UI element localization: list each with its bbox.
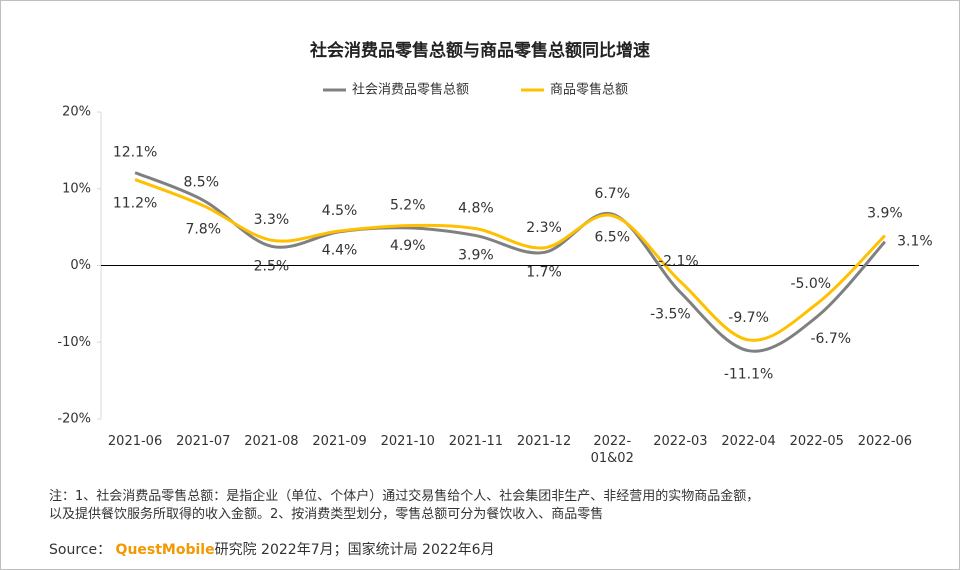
y-tick-label: -20% (57, 412, 91, 427)
x-tick-label: 2021-12 (516, 434, 572, 449)
data-label: 4.9% (390, 238, 426, 254)
data-label: 6.7% (594, 186, 630, 202)
x-tick-label: 2022-06 (857, 434, 913, 449)
data-label: -3.5% (650, 306, 691, 322)
source-brand: QuestMobile (115, 542, 215, 558)
data-label: 6.5% (594, 230, 630, 246)
x-tick-label: 2022-03 (653, 434, 708, 449)
x-tick-label: 2022-01&02 (590, 434, 634, 466)
x-tick-label: 2021-06 (107, 434, 163, 449)
source-text: 研究院 2022年7月；国家统计局 2022年6月 (214, 542, 495, 558)
source-label: Source： (49, 542, 112, 558)
chart-title: 社会消费品零售总额与商品零售总额同比增速 (309, 40, 650, 61)
data-label: -9.7% (728, 310, 769, 326)
data-label: 3.3% (254, 212, 290, 228)
data-label: 1.7% (526, 264, 562, 280)
data-label: 8.5% (183, 174, 219, 190)
note: 以及提供餐饮服务所取得的收入金额。2、按消费类型划分，零售总额可分为餐饮收入、商… (49, 507, 604, 522)
y-tick-label: 0% (70, 258, 91, 273)
data-label: -5.0% (790, 276, 831, 292)
note: 注：1、社会消费品零售总额：是指企业（单位、个体户）通过交易售给个人、社会集团非… (49, 489, 760, 504)
x-tick-label: 2021-08 (244, 434, 299, 449)
x-tick-label: 2021-09 (312, 434, 367, 449)
y-tick-label: 10% (62, 181, 91, 196)
data-label: -6.7% (810, 331, 851, 347)
data-label: 11.2% (113, 196, 157, 212)
data-label: 2.3% (526, 220, 562, 236)
x-tick-label: 2022-04 (721, 434, 776, 449)
source: Source： QuestMobile研究院 2022年7月；国家统计局 202… (49, 539, 495, 559)
legend-label: 商品零售总额 (550, 82, 628, 98)
y-tick-label: -10% (57, 335, 91, 350)
legend-label: 社会消费品零售总额 (352, 82, 469, 98)
data-label: 7.8% (185, 222, 221, 238)
data-label: 3.9% (867, 206, 903, 222)
x-tick-label: 2021-07 (176, 434, 231, 449)
data-label: 4.5% (322, 203, 358, 219)
x-tick-label: 2022-05 (789, 434, 844, 449)
x-tick-label: 2021-11 (448, 434, 504, 449)
line (134, 178, 886, 342)
data-label: 2.5% (254, 258, 290, 274)
data-label: 3.1% (897, 234, 933, 250)
data-label: 4.4% (322, 243, 358, 259)
x-tick-label: 2021-10 (380, 434, 435, 449)
data-label: 5.2% (390, 198, 426, 214)
line (134, 171, 887, 353)
data-label: 3.9% (458, 248, 494, 264)
data-label: 12.1% (113, 145, 157, 161)
data-label: -2.1% (658, 254, 699, 270)
data-label: 4.8% (458, 201, 494, 217)
data-label: -11.1% (724, 367, 774, 383)
y-tick-label: 20% (62, 105, 91, 120)
